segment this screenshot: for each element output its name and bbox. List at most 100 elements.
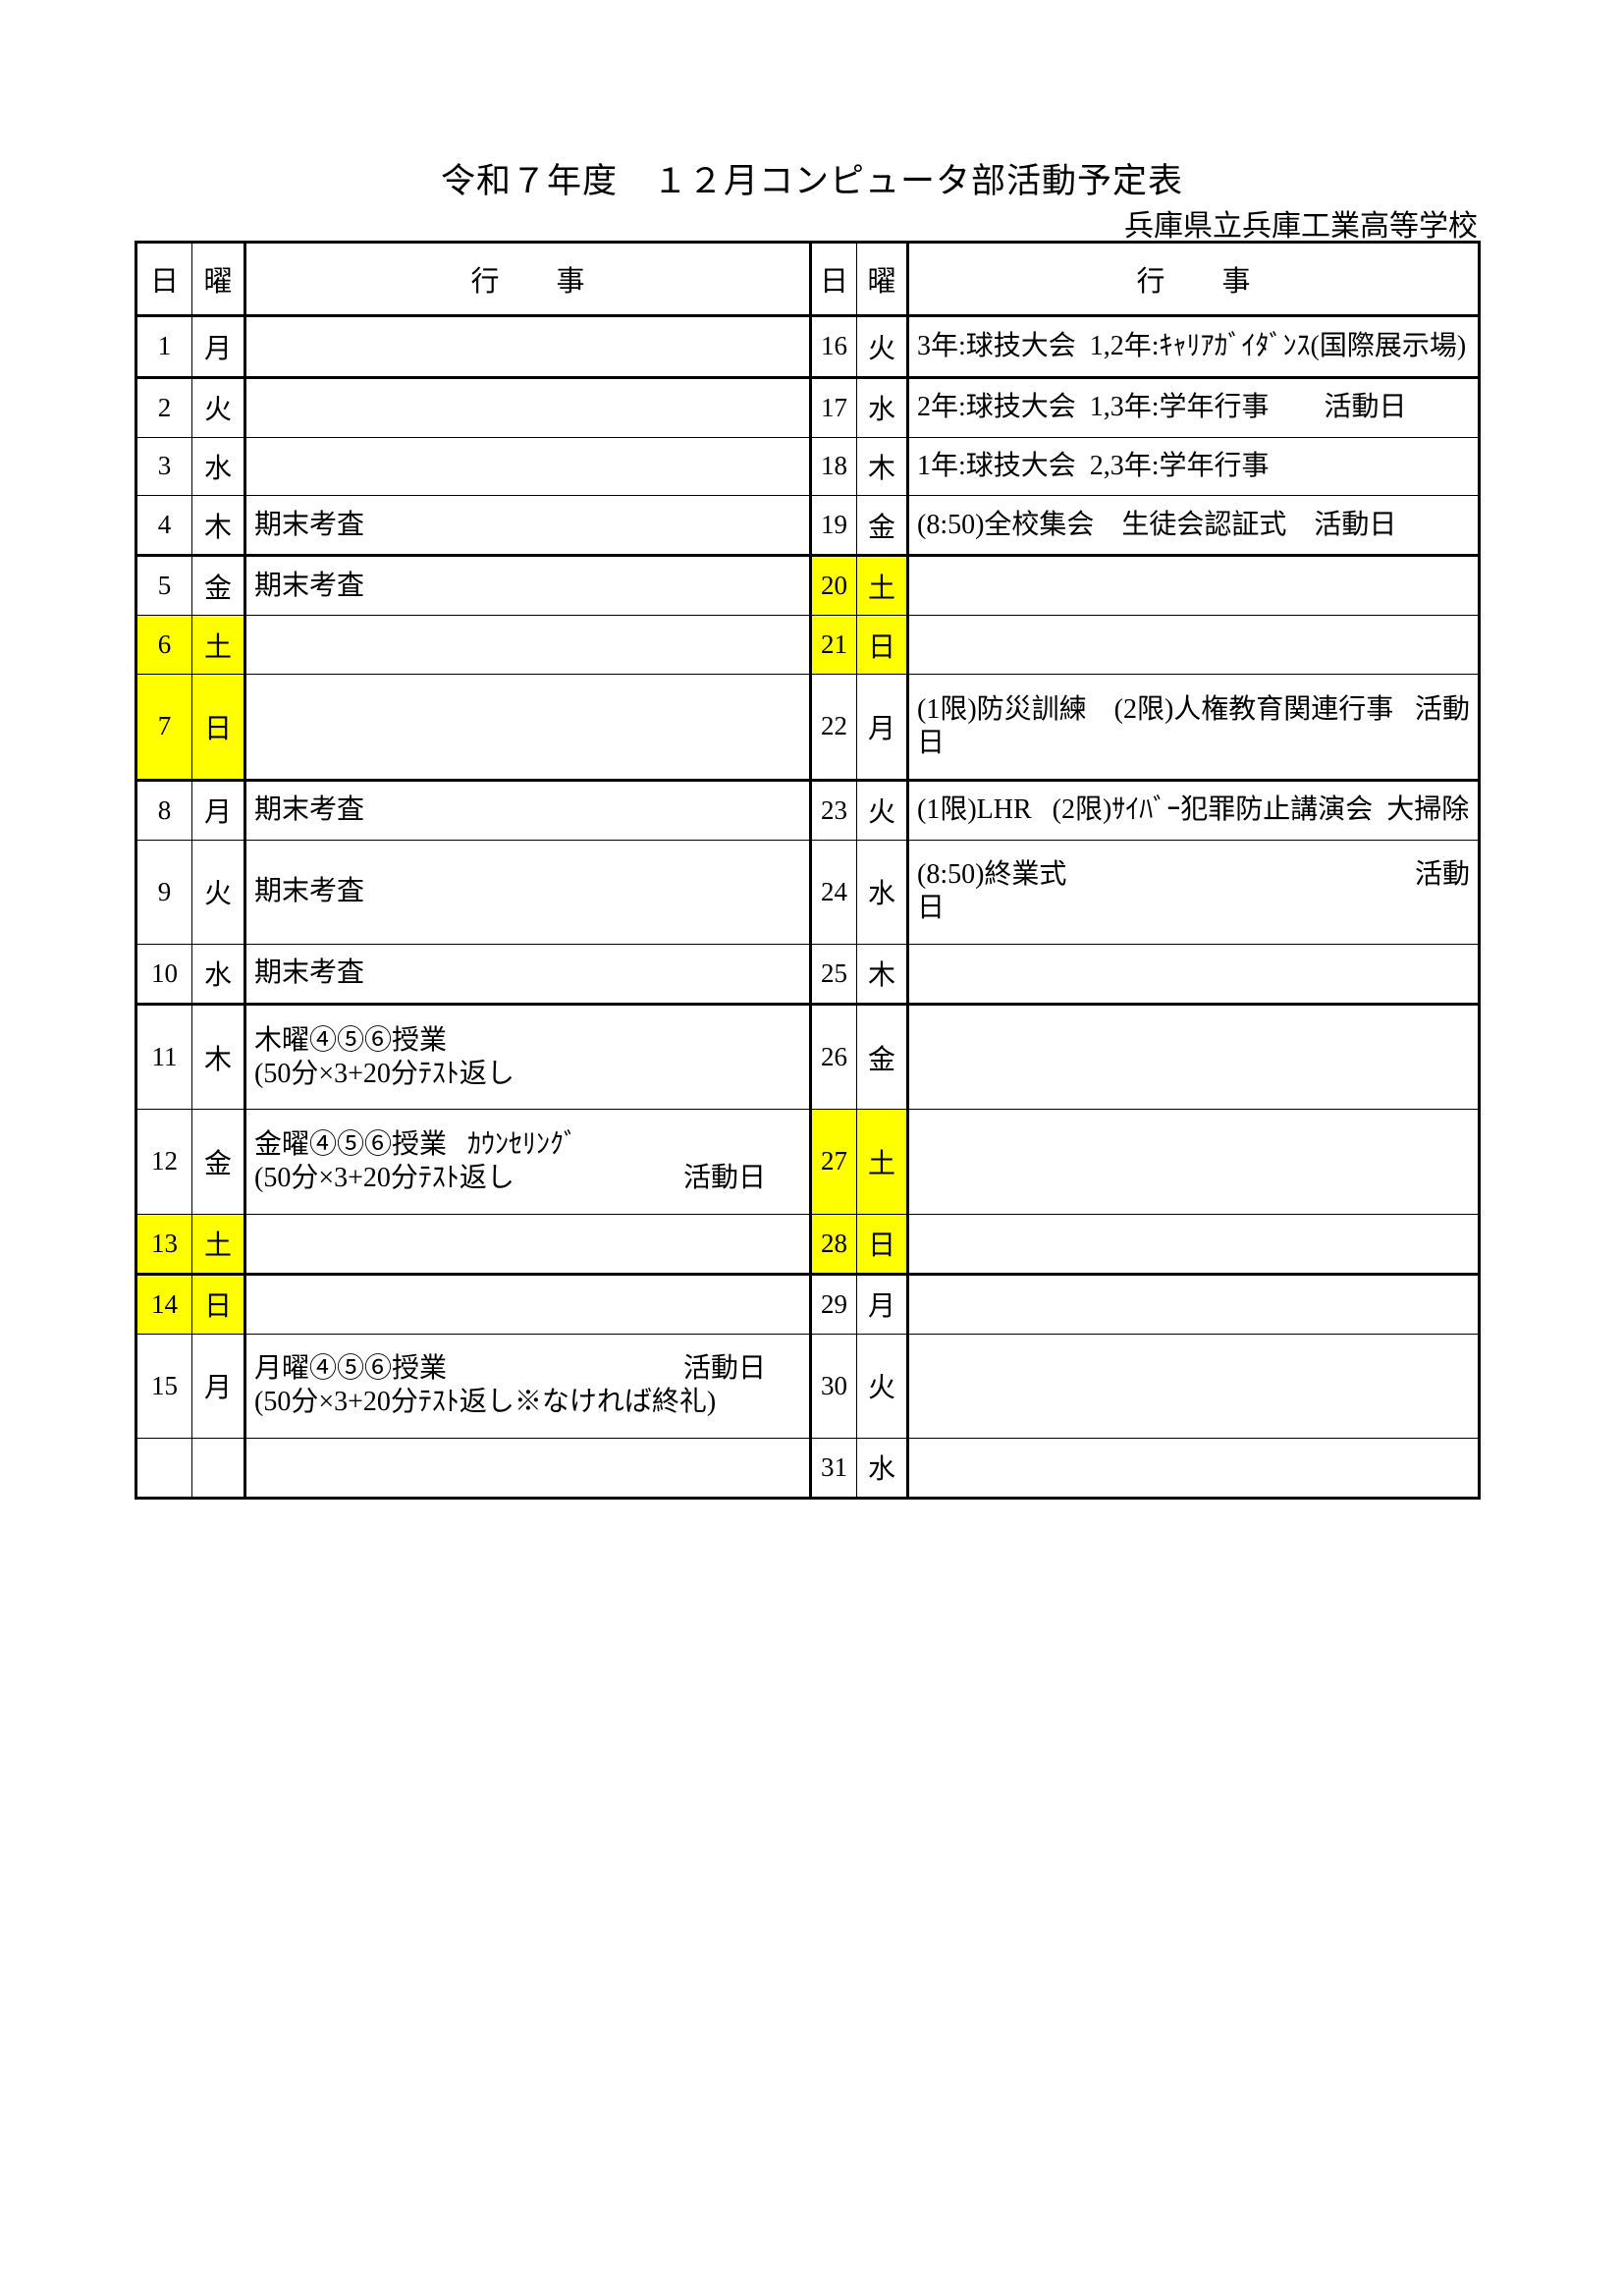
header-weekday-left: 曜 (191, 242, 245, 317)
event-cell: 月曜④⑤⑥授業 活動日 (50分×3+20分ﾃｽﾄ返し※なければ終礼) (244, 1333, 811, 1439)
header-day-left: 日 (135, 242, 192, 317)
event-cell: 期末考査 (244, 943, 811, 1006)
day-cell: 31 (809, 1437, 857, 1500)
weekday-cell: 水 (856, 839, 908, 945)
school-name: 兵庫県立兵庫工業高等学校 (1124, 210, 1478, 243)
table-row: 15 月月曜④⑤⑥授業 活動日 (50分×3+20分ﾃｽﾄ返し※なければ終礼) 30 火 (135, 1333, 1480, 1439)
event-text: 期末考査 (254, 509, 365, 540)
day-cell: 9 (135, 839, 192, 945)
day-cell (135, 1437, 192, 1500)
weekday-cell: 木 (191, 495, 245, 558)
day-cell: 17 (809, 376, 857, 438)
day-cell: 25 (809, 943, 857, 1006)
day-cell: 4 (135, 495, 192, 558)
weekday-cell: 月 (191, 1333, 245, 1439)
table-row: 31 水 (135, 1437, 1480, 1500)
event-text: 木曜④⑤⑥授業 (254, 1024, 448, 1056)
event-cell (906, 615, 1480, 675)
header-day-right: 日 (809, 242, 857, 317)
event-cell (244, 1213, 811, 1276)
day-cell: 21 (809, 615, 857, 675)
table-row: 13 土 28 日 (135, 1213, 1480, 1276)
event-cell (906, 1273, 1480, 1335)
day-cell: 3 (135, 436, 192, 497)
day-cell: 18 (809, 436, 857, 497)
event-cell: 2年:球技大会 1,3年:学年行事 活動日 (906, 376, 1480, 438)
event-text: (50分×3+20分ﾃｽﾄ返し (254, 1058, 514, 1089)
weekday-cell: 土 (856, 1109, 908, 1215)
weekday-cell: 木 (856, 943, 908, 1006)
event-text: 2年:球技大会 1,3年:学年行事 活動日 (917, 392, 1407, 423)
table-row: 8 月期末考査 23 火 (1限)LHR (2限)ｻｲﾊﾞｰ犯罪防止講演会 大掃除 (135, 779, 1480, 841)
event-text: (1限)防災訓練 (2限)人権教育関連行事 (917, 693, 1394, 725)
event-cell: 1年:球技大会 2,3年:学年行事 (906, 436, 1480, 497)
event-cell: (8:50)終業式 活動日 (906, 839, 1480, 945)
table-row: 7 日 22 月 (1限)防災訓練 (2限)人権教育関連行事 活動日 (135, 673, 1480, 782)
schedule-table: 日 曜 行 事 日 曜 行 事 1 月 16 火 3年:球技大会 1,2年:ｷｬﾘｱｶﾞ… (135, 241, 1481, 1500)
event-cell (244, 315, 811, 379)
weekday-cell: 日 (856, 615, 908, 675)
event-cell (906, 1333, 1480, 1439)
day-cell: 16 (809, 315, 857, 379)
weekday-cell: 金 (856, 1003, 908, 1111)
day-cell: 11 (135, 1003, 192, 1111)
day-cell: 12 (135, 1109, 192, 1215)
weekday-cell: 土 (856, 555, 908, 617)
day-cell: 10 (135, 943, 192, 1006)
weekday-cell: 水 (856, 1437, 908, 1500)
event-cell (244, 436, 811, 497)
weekday-cell: 金 (856, 495, 908, 558)
event-text: 月曜④⑤⑥授業 (254, 1353, 448, 1385)
weekday-cell: 火 (856, 1333, 908, 1439)
event-cell (244, 1273, 811, 1335)
table-row: 10 水期末考査 25 木 (135, 943, 1480, 1006)
day-cell: 26 (809, 1003, 857, 1111)
header-event-right: 行 事 (906, 242, 1480, 317)
weekday-cell: 水 (856, 376, 908, 438)
event-text: (50分×3+20分ﾃｽﾄ返し (254, 1162, 514, 1193)
event-cell (906, 1003, 1480, 1111)
day-cell: 14 (135, 1273, 192, 1335)
event-cell: (1限)防災訓練 (2限)人権教育関連行事 活動日 (906, 673, 1480, 782)
weekday-cell: 水 (191, 436, 245, 497)
event-cell: (8:50)全校集会 生徒会認証式 活動日 (906, 495, 1480, 558)
event-text: 期末考査 (254, 570, 365, 601)
table-row: 5 金期末考査 20 土 (135, 555, 1480, 617)
header-row: 日 曜 行 事 日 曜 行 事 (135, 242, 1480, 317)
day-cell: 8 (135, 779, 192, 841)
table-row: 14 日 29 月 (135, 1273, 1480, 1335)
weekday-cell: 月 (191, 779, 245, 841)
table-row: 3 水 18 木 1年:球技大会 2,3年:学年行事 (135, 436, 1480, 497)
day-cell: 28 (809, 1213, 857, 1276)
event-text: 日 (917, 727, 946, 758)
event-right-label: 活動 (1414, 693, 1470, 725)
weekday-cell: 火 (191, 839, 245, 945)
event-cell (906, 1437, 1480, 1500)
day-cell: 23 (809, 779, 857, 841)
event-cell (906, 555, 1480, 617)
day-cell: 2 (135, 376, 192, 438)
weekday-cell: 月 (856, 1273, 908, 1335)
weekday-cell: 金 (191, 1109, 245, 1215)
weekday-cell: 火 (191, 376, 245, 438)
weekday-cell: 月 (191, 315, 245, 379)
weekday-cell: 火 (856, 315, 908, 379)
day-cell: 24 (809, 839, 857, 945)
table-row: 6 土 21 日 (135, 615, 1480, 675)
event-cell: (1限)LHR (2限)ｻｲﾊﾞｰ犯罪防止講演会 大掃除 (906, 779, 1480, 841)
event-text: 金曜④⑤⑥授業 ｶｳﾝｾﾘﾝｸﾞ (254, 1128, 578, 1160)
event-cell (906, 1109, 1480, 1215)
header-weekday-right: 曜 (856, 242, 908, 317)
header-event-left: 行 事 (244, 242, 811, 317)
event-cell (244, 673, 811, 782)
weekday-cell: 土 (191, 615, 245, 675)
event-cell: 期末考査 (244, 779, 811, 841)
weekday-cell: 土 (191, 1213, 245, 1276)
event-cell (906, 943, 1480, 1006)
event-text: (8:50)全校集会 生徒会認証式 活動日 (917, 509, 1397, 540)
day-cell: 30 (809, 1333, 857, 1439)
event-right-label: 活動日 (682, 1162, 766, 1193)
event-text: (8:50)終業式 (917, 859, 1067, 891)
day-cell: 15 (135, 1333, 192, 1439)
table-row: 2 火 17 水 2年:球技大会 1,3年:学年行事 活動日 (135, 376, 1480, 438)
